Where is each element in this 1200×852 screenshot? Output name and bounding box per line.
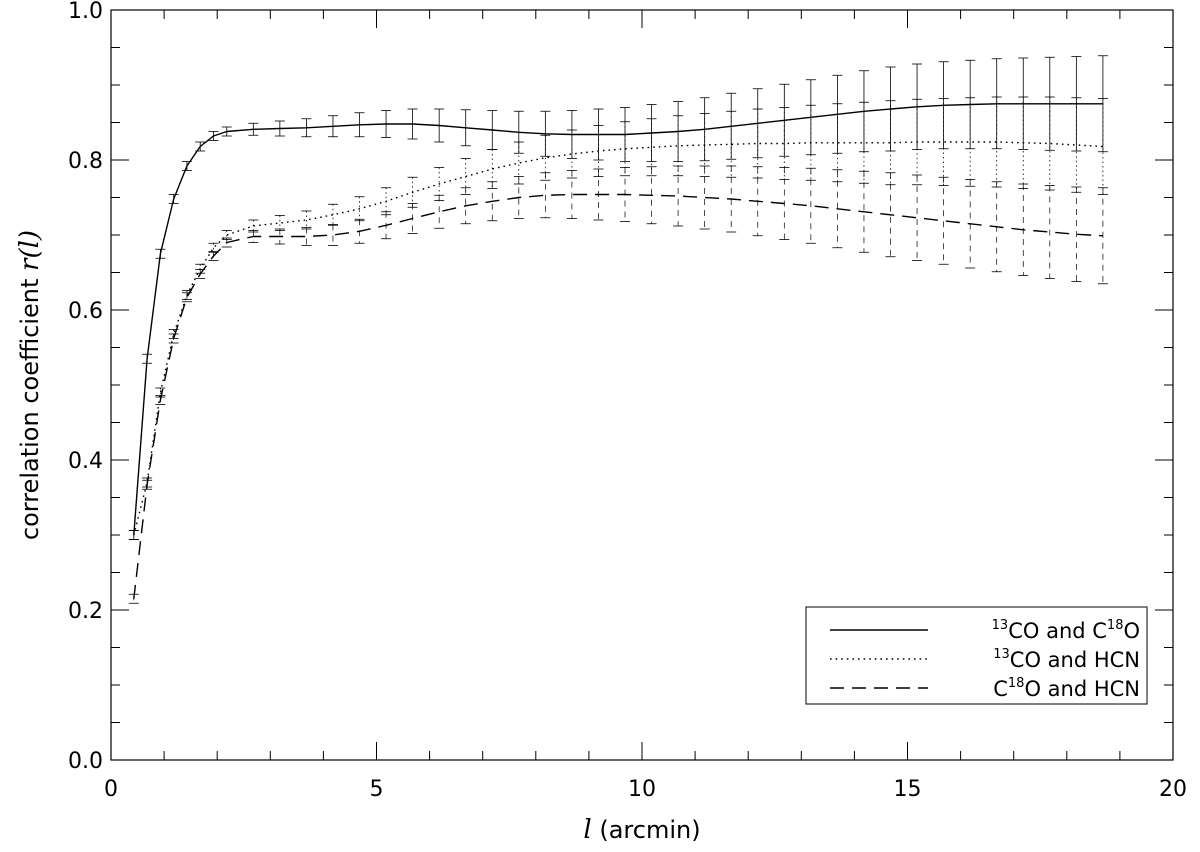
y-tick-label: 0.6 [68, 299, 103, 324]
series-line-dotted [133, 141, 1103, 536]
x-tick-label: 20 [1159, 777, 1187, 802]
y-tick-label: 1.0 [68, 0, 103, 24]
y-tick-label: 0.0 [68, 749, 103, 774]
x-tick-label: 5 [370, 777, 384, 802]
legend-text-part: O [1123, 619, 1140, 643]
x-tick-label: 0 [104, 777, 118, 802]
legend-label: C18O and HCN [993, 676, 1140, 701]
legend-text-part: O and HCN [1024, 677, 1140, 701]
legend-text-part: C [993, 677, 1008, 701]
x-tick-label: 15 [894, 777, 922, 802]
series-lines [133, 103, 1103, 599]
legend-superscript: 18 [1008, 676, 1025, 691]
x-tick-label: 10 [628, 777, 656, 802]
tick-labels: 0 5 10 15 20 0.0 0.2 0.4 0.6 0.8 1.0 [68, 0, 1187, 802]
x-axis-unit: (arcmin) [592, 816, 701, 844]
legend-superscript: 13 [992, 618, 1009, 633]
series-line-dashed [133, 193, 1103, 599]
axis-ticks [110, 9, 1174, 761]
y-axis-symbol: r(l) [15, 230, 45, 271]
series-line-solid [133, 103, 1103, 536]
y-axis-text: correlation coefficient [16, 271, 44, 540]
legend-label: 13CO and HCN [993, 647, 1140, 672]
legend-text-part: CO and HCN [1010, 648, 1140, 672]
legend-superscript: 13 [993, 647, 1010, 662]
legend-text-part: CO and C [1008, 619, 1107, 643]
x-axis-label: l (arcmin) [583, 815, 700, 845]
y-axis-label: correlation coefficient r(l) [15, 230, 45, 540]
axis-labels: l (arcmin) correlation coefficient r(l) [15, 230, 701, 845]
error-bars [128, 55, 1108, 604]
y-tick-label: 0.8 [68, 149, 103, 174]
legend-superscript: 18 [1107, 618, 1124, 633]
y-tick-label: 0.4 [68, 449, 103, 474]
y-tick-label: 0.2 [68, 599, 103, 624]
x-axis-symbol: l [583, 815, 591, 845]
legend-label: 13CO and C18O [992, 618, 1140, 643]
